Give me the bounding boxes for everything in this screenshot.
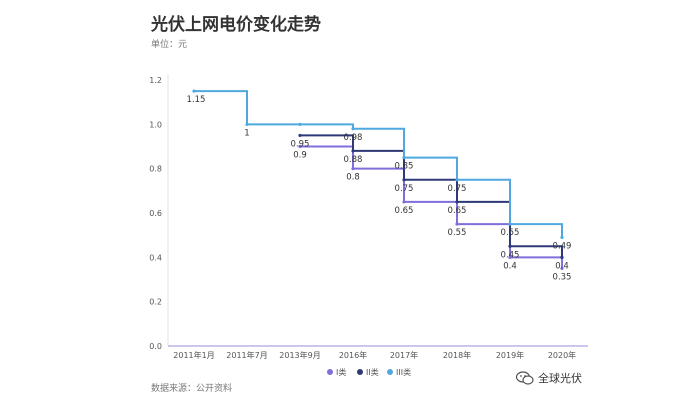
x-tick-label: 2013年9月 — [279, 350, 320, 360]
data-point — [455, 178, 459, 182]
data-label: 0.88 — [344, 155, 363, 165]
data-label: 0.65 — [395, 206, 414, 216]
data-point — [402, 178, 406, 182]
y-tick-label: 0.0 — [149, 342, 162, 351]
data-label: 0.49 — [553, 241, 572, 251]
legend-label: III类 — [396, 367, 411, 377]
x-tick-label: 2011年1月 — [173, 350, 214, 360]
watermark: 全球光伏 — [516, 370, 582, 386]
data-point — [560, 235, 564, 239]
data-point — [298, 122, 302, 126]
data-point — [351, 127, 355, 131]
data-point — [351, 149, 355, 153]
data-label: 0.75 — [448, 184, 467, 194]
data-label: 0.4 — [555, 261, 569, 271]
data-label: 0.65 — [448, 206, 467, 216]
x-tick-label: 2020年 — [548, 350, 576, 360]
data-point — [455, 200, 459, 204]
data-label: 0.55 — [501, 228, 520, 238]
data-point — [298, 133, 302, 138]
series-line-2 — [300, 134, 563, 258]
y-tick-label: 1.2 — [149, 76, 162, 85]
data-source: 数据来源：公开资料 — [151, 384, 233, 394]
x-tick-label: 2016年 — [339, 350, 367, 360]
data-point — [560, 255, 564, 259]
watermark-text: 全球光伏 — [538, 372, 582, 385]
y-tick-label: 1.0 — [149, 120, 162, 129]
chart-title: 光伏上网电价变化走势 — [151, 15, 321, 35]
data-point — [298, 144, 302, 149]
data-label: 0.85 — [395, 162, 414, 172]
legend-item-1[interactable]: I类 — [327, 367, 346, 377]
data-point — [508, 222, 512, 226]
series-line-1 — [300, 145, 563, 269]
data-point — [402, 155, 406, 160]
data-label: 0.4 — [503, 261, 517, 271]
data-label: 1.15 — [187, 95, 206, 105]
y-tick-label: 0.2 — [149, 298, 162, 307]
x-tick-label: 2011年7月 — [226, 350, 267, 360]
wechat-icon — [516, 371, 534, 385]
legend-item-3[interactable]: III类 — [387, 367, 411, 377]
legend-marker — [387, 369, 393, 375]
data-point — [455, 222, 459, 226]
series-line-3 — [194, 90, 563, 238]
y-tick-label: 0.4 — [149, 253, 162, 262]
x-tick-label: 2019年 — [496, 350, 524, 360]
legend-label: II类 — [366, 367, 379, 377]
data-label: 0.9 — [293, 151, 307, 161]
data-label: 0.35 — [553, 272, 572, 282]
data-label: 0.55 — [448, 228, 467, 238]
y-tick-label: 0.8 — [149, 165, 162, 174]
data-point — [560, 266, 564, 271]
y-tick-label: 0.6 — [149, 209, 162, 218]
legend-marker — [327, 369, 333, 375]
legend-item-2[interactable]: II类 — [357, 367, 379, 377]
data-label: 0.8 — [346, 173, 360, 183]
data-point — [508, 244, 512, 248]
x-tick-label: 2017年 — [390, 350, 418, 360]
x-tick-label: 2018年 — [443, 350, 471, 360]
data-point — [351, 167, 355, 171]
data-point — [245, 122, 249, 126]
data-point — [192, 89, 196, 93]
data-label: 0.98 — [344, 133, 363, 143]
data-point — [402, 200, 406, 204]
data-label: 0.45 — [501, 250, 520, 260]
data-label: 1 — [244, 128, 249, 138]
data-label: 0.95 — [291, 139, 310, 149]
data-point — [508, 255, 512, 259]
legend-label: I类 — [336, 367, 346, 377]
chart-unit: 单位：元 — [151, 40, 188, 50]
data-label: 0.75 — [395, 184, 414, 194]
legend-marker — [357, 369, 363, 375]
